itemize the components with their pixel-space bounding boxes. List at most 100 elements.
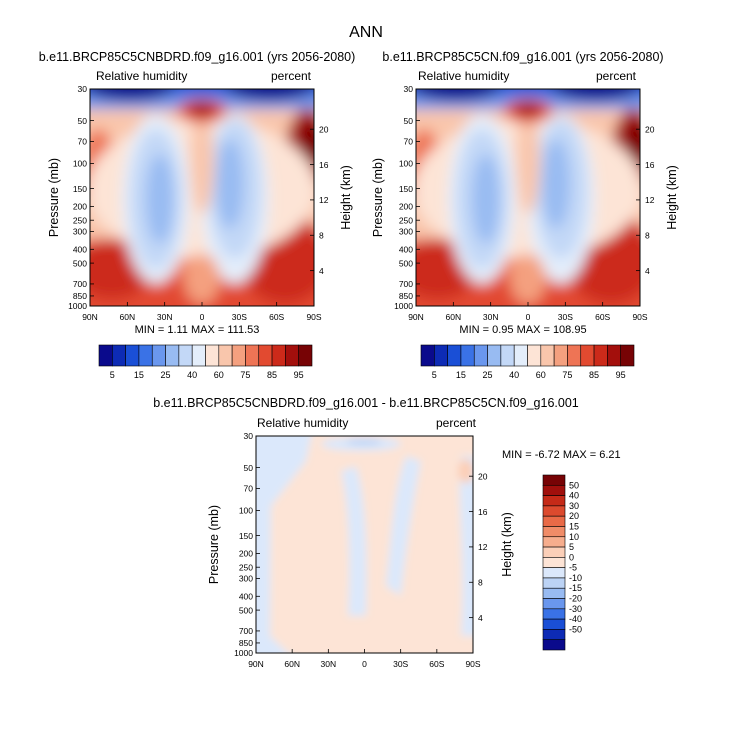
panel-diff-colorbar-swatch	[542, 587, 566, 599]
panel-left-ytick-label: 200	[73, 202, 87, 212]
panel-left-ytick-label: 50	[78, 116, 88, 126]
panel-left-xtick-label: 0	[200, 312, 205, 322]
panel-left-y2tick-label: 8	[319, 230, 324, 240]
panel-right-colorbar-swatch	[567, 344, 582, 367]
panel-left-x-ticks: 90N 60N 30N 0 30S 60S 90S	[82, 302, 322, 322]
panel-left-field	[90, 89, 314, 306]
panel-right-colorbar-label: 5	[432, 370, 437, 380]
panel-right-ytick-label: 1000	[394, 301, 413, 311]
panel-left-colorbar: 5 15 25 40 60 75 85 95	[98, 344, 313, 380]
panel-right-minmax: MIN = 0.95 MAX = 108.95	[459, 324, 586, 336]
panel-diff-colorbar-swatch	[542, 484, 566, 496]
panel-left-colorbar-label: 60	[214, 370, 224, 380]
panel-diff-units-label: percent	[436, 416, 477, 430]
panel-right-colorbar-label: 85	[589, 370, 599, 380]
panel-diff-ytick-label: 250	[239, 562, 253, 572]
panel-diff-xtick-label: 30N	[321, 659, 337, 669]
panel-diff-colorbar-swatch	[542, 608, 566, 620]
panel-right-ytick-label: 400	[399, 244, 413, 254]
panel-left-xtick-label: 60N	[120, 312, 136, 322]
panel-diff-ytick-label: 700	[239, 626, 253, 636]
panel-right-rh-tropical-low	[510, 254, 546, 304]
panel-right-xtick-label: 90N	[408, 312, 424, 322]
panel-left-rh-strat-band-2	[90, 89, 314, 94]
panel-left-xtick-label: 60S	[269, 312, 284, 322]
panel-right-ylabel: Pressure (mb)	[371, 158, 385, 237]
panel-diff-colorbar-label: -40	[569, 614, 582, 624]
panel-diff-colorbar-swatch	[542, 536, 566, 548]
panel-diff-title: b.e11.BRCP85C5CNBDRD.f09_g16.001 - b.e11…	[153, 396, 579, 410]
panel-left-colorbar-label: 75	[240, 370, 250, 380]
panel-diff-ytick-label: 70	[244, 484, 254, 494]
panel-right-colorbar-swatch	[434, 344, 448, 367]
panel-right-ytick-label: 300	[399, 227, 413, 237]
panel-left-colorbar-label: 95	[294, 370, 304, 380]
panel-right-colorbar-label: 15	[456, 370, 466, 380]
panel-diff-xtick-label: 60S	[429, 659, 444, 669]
panel-right-rh-south-pole-core	[628, 122, 640, 166]
panel-left-colorbar-swatch	[191, 344, 206, 367]
panel-right-colorbar-swatch	[500, 344, 515, 367]
panel-diff-colorbar-label: 0	[569, 552, 574, 562]
panel-diff-xtick-label: 60N	[284, 659, 300, 669]
panel-diff-colorbar-label: 30	[569, 501, 579, 511]
panel-diff-ytick-label: 300	[239, 574, 253, 584]
panel-diff-colorbar-label: 50	[569, 480, 579, 490]
panel-diff-y2-ticks: 20 16 12 8 4	[469, 471, 488, 623]
panel-right-colorbar-swatch	[473, 344, 488, 367]
panel-right-field	[416, 89, 640, 306]
panel-right-xtick-label: 90S	[632, 312, 647, 322]
panel-right-xtick-label: 0	[526, 312, 531, 322]
panel-diff-colorbar-label: -5	[569, 563, 577, 573]
panel-diff-colorbar-label: -20	[569, 594, 582, 604]
panel-left-field-shapes	[90, 89, 314, 306]
panel-left-rh-tropopause-core	[188, 102, 216, 116]
panel-left-y2tick-label: 12	[319, 195, 329, 205]
panel-diff-colorbar-label: 15	[569, 521, 579, 531]
panel-right-xtick-label: 30S	[558, 312, 573, 322]
panel-left-colorbar-swatch	[271, 344, 286, 367]
panel-right-colorbar-label: 75	[562, 370, 572, 380]
panel-right-rh-tropical-column	[516, 104, 540, 214]
panel-left-rh-south-pole-core	[302, 122, 314, 166]
panel-left-colorbar-swatch	[298, 344, 313, 367]
panel-left-colorbar-swatch	[178, 344, 193, 367]
panel-diff-y2label: Height (km)	[500, 512, 514, 577]
panel-diff-ytick-label: 100	[239, 506, 253, 516]
panel-diff-colorbar-swatch	[542, 618, 566, 630]
panel-right-rh-north-tongue-core	[472, 154, 500, 244]
panel-diff-xtick-label: 90S	[465, 659, 480, 669]
panel-right-colorbar-swatch	[513, 344, 528, 367]
panel-diff: b.e11.BRCP85C5CNBDRD.f09_g16.001 - b.e11…	[153, 396, 620, 669]
panel-diff-xtick-label: 0	[362, 659, 367, 669]
panel-diff-ytick-label: 200	[239, 549, 253, 559]
panel-right-title: b.e11.BRCP85C5CN.f09_g16.001 (yrs 2056-2…	[382, 50, 663, 64]
panel-right-colorbar-swatch	[620, 344, 635, 367]
panel-right-ytick-label: 70	[404, 137, 414, 147]
panel-left-colorbar-swatch	[98, 344, 113, 367]
panel-right-ytick-label: 50	[404, 116, 414, 126]
panel-right-colorbar-swatch	[487, 344, 502, 367]
panel-diff-xtick-label: 90N	[248, 659, 264, 669]
panel-right-ytick-label: 700	[399, 279, 413, 289]
panel-right-ytick-label: 200	[399, 202, 413, 212]
panel-left-ytick-label: 30	[78, 84, 88, 94]
panel-diff-ytick-label: 500	[239, 605, 253, 615]
panel-left-colorbar-label: 5	[110, 370, 115, 380]
panel-left-ytick-label: 1000	[68, 301, 87, 311]
panel-left-rh-tropical-column	[190, 104, 214, 214]
panel-right-ytick-label: 30	[404, 84, 414, 94]
panel-left-colorbar-swatch	[165, 344, 180, 367]
panel-diff-variable-label: Relative humidity	[257, 416, 348, 430]
panel-left-rh-south-tongue-core	[216, 139, 244, 229]
panel-right-colorbar-swatch	[540, 344, 555, 367]
panel-right-xtick-label: 60S	[595, 312, 610, 322]
panel-right-colorbar-label: 25	[483, 370, 493, 380]
panel-right-rh-south-tongue-core	[542, 139, 570, 229]
panel-right-colorbar-swatch	[593, 344, 608, 367]
panel-diff-y2tick-label: 8	[478, 577, 483, 587]
panel-diff-colorbar-swatch	[542, 515, 566, 527]
panel-right-colorbar-label: 40	[509, 370, 519, 380]
